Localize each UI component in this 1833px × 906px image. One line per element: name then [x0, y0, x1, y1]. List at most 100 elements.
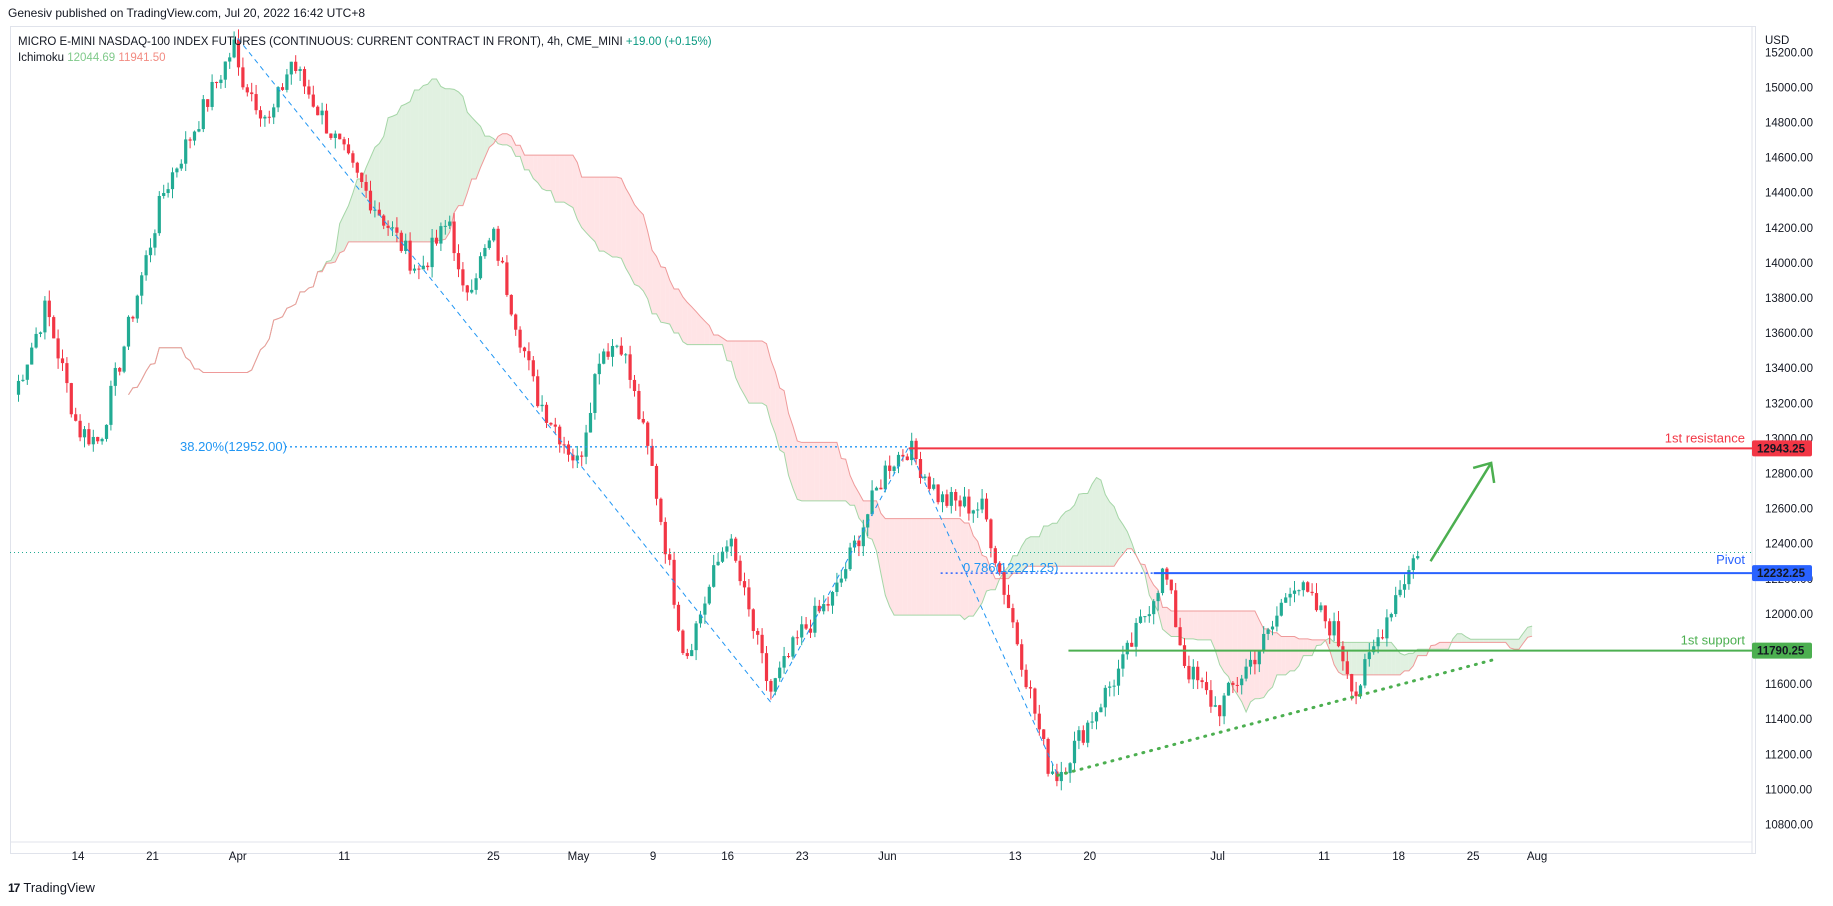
- ichimoku-cloud-segment: [1294, 636, 1299, 671]
- ichimoku-cloud-segment: [902, 518, 908, 616]
- candle-body: [25, 364, 29, 380]
- candle-body: [1275, 615, 1279, 627]
- ichimoku-cloud-segment: [528, 155, 534, 179]
- ichimoku-cloud-segment: [1197, 610, 1203, 640]
- candle-body: [1244, 666, 1248, 679]
- candle-body: [729, 538, 733, 547]
- candle-body: [258, 110, 263, 119]
- ichimoku-cloud-segment: [1061, 511, 1066, 567]
- ichimoku-cloud-segment: [1219, 610, 1225, 673]
- ichimoku-cloud-segment: [396, 105, 402, 242]
- candle-body: [298, 69, 302, 71]
- ichimoku-cloud-segment: [784, 390, 789, 476]
- candle-body: [976, 509, 980, 511]
- ichimoku-cloud-segment: [581, 177, 587, 233]
- ichimoku-cloud-segment: [1092, 477, 1097, 567]
- x-tick-label: 16: [721, 851, 734, 863]
- candle-body: [43, 300, 47, 333]
- candle-body: [316, 106, 320, 116]
- candle-body: [38, 332, 43, 334]
- candle-body: [566, 444, 571, 455]
- candle-body: [962, 496, 967, 507]
- pivot-label: Pivot: [1716, 552, 1745, 567]
- ichimoku-cloud-segment: [374, 143, 380, 242]
- candle-body: [461, 269, 465, 286]
- ichimoku-cloud-segment: [471, 117, 477, 179]
- candle-body: [676, 604, 681, 631]
- candle-body: [175, 168, 179, 173]
- ichimoku-cloud-segment: [1109, 502, 1115, 567]
- ichimoku-cloud-segment: [801, 442, 807, 501]
- symbol-title[interactable]: MICRO E-MINI NASDAQ-100 INDEX FUTURES (C…: [18, 36, 623, 48]
- candle-body: [302, 69, 307, 87]
- indicator-name[interactable]: Ichimoku: [18, 52, 65, 64]
- ichimoku-cloud-segment: [836, 442, 842, 501]
- candle-body: [206, 99, 210, 107]
- tradingview-footer[interactable]: 17 TradingView: [8, 880, 95, 895]
- candle-body: [725, 546, 729, 552]
- candle-body: [126, 316, 131, 347]
- candle-body: [826, 604, 830, 606]
- candle-body: [839, 578, 843, 583]
- candle-body: [949, 491, 953, 506]
- support-trendline: [1056, 657, 1496, 777]
- candle-body: [241, 67, 245, 88]
- ichimoku-cloud-segment: [1026, 536, 1031, 567]
- chart-pane[interactable]: [10, 26, 1756, 854]
- candle-body: [219, 79, 223, 84]
- candle-body: [245, 87, 249, 93]
- x-tick-label: 13: [1009, 851, 1022, 863]
- y-tick-label: 10800.00: [1765, 819, 1813, 831]
- ichimoku-cloud-segment: [410, 90, 415, 242]
- candle-body: [716, 561, 720, 566]
- candle-body: [1046, 738, 1050, 774]
- ichimoku-cloud-segment: [1193, 610, 1198, 640]
- candle-body: [1262, 633, 1266, 652]
- candle-body: [443, 225, 447, 227]
- candle-body: [681, 630, 685, 654]
- ichimoku-cloud-segment: [779, 387, 785, 453]
- candle-body: [267, 116, 271, 118]
- candle-body: [404, 240, 408, 251]
- ichimoku-cloud-segment: [462, 96, 468, 206]
- candle-body: [113, 367, 117, 386]
- candle-body: [30, 347, 34, 365]
- ichimoku-cloud-segment: [1122, 524, 1128, 555]
- candle-body: [351, 153, 355, 163]
- candle-body: [56, 338, 60, 359]
- x-tick-label: 21: [146, 851, 159, 863]
- candle-body: [104, 424, 109, 439]
- candle-body: [685, 653, 689, 657]
- candle-body: [148, 247, 153, 256]
- ichimoku-cloud-segment: [1206, 610, 1211, 640]
- ichimoku-cloud-segment: [498, 133, 503, 145]
- ichimoku-cloud-segment: [1114, 506, 1119, 567]
- candle-body: [1024, 669, 1028, 688]
- y-tick-label: 13200.00: [1765, 398, 1813, 410]
- price-tag-label: 12943.25: [1757, 443, 1806, 455]
- candle-body: [571, 454, 575, 461]
- candle-body: [896, 454, 901, 467]
- candle-body: [434, 237, 439, 244]
- x-tick-label: Jun: [878, 851, 897, 863]
- ichimoku-cloud-segment: [788, 413, 793, 489]
- ichimoku-cloud-segment: [1439, 642, 1445, 650]
- candle-body: [1059, 771, 1063, 782]
- ichimoku-cloud-segment: [1232, 610, 1238, 695]
- support-label: 1st support: [1681, 633, 1746, 648]
- candle-body: [558, 426, 562, 445]
- candle-body: [122, 346, 126, 372]
- candle-body: [918, 458, 923, 479]
- candle-body: [628, 354, 632, 380]
- candle-body: [1222, 695, 1226, 717]
- ichimoku-cloud-segment: [806, 442, 811, 501]
- ichimoku-cloud-segment: [1316, 639, 1321, 646]
- candle-body: [426, 265, 430, 268]
- candle-body: [1187, 665, 1191, 680]
- ichimoku-cloud-segment: [828, 442, 833, 501]
- candle-body: [791, 637, 795, 657]
- x-tick-label: 14: [72, 851, 85, 863]
- ichimoku-cloud-segment: [735, 340, 741, 388]
- ichimoku-cloud-segment: [889, 518, 895, 616]
